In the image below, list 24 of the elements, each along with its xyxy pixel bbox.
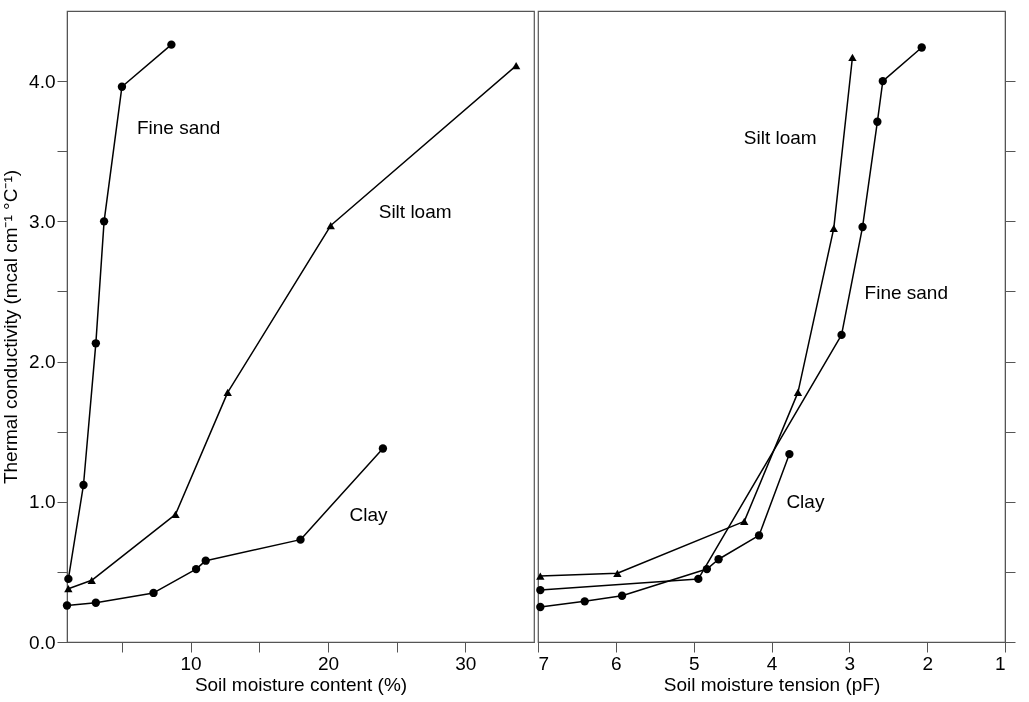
series-label: Fine sand	[136, 116, 221, 138]
x-tick-label: 5	[688, 652, 700, 674]
x-axis-title: Soil moisture tension (pF)	[663, 673, 881, 695]
x-tick-label: 30	[455, 652, 477, 674]
x-axis-title: Soil moisture content (%)	[194, 673, 408, 695]
x-tick-label: 6	[611, 652, 622, 674]
series-label: Silt loam	[743, 127, 817, 149]
x-tick-label: 2	[922, 652, 933, 674]
series-label: Silt loam	[378, 200, 452, 222]
y-tick-label: 3.0	[29, 210, 56, 232]
y-tick-label: 4.0	[29, 70, 56, 92]
series-label: Clay	[349, 503, 389, 525]
x-tick-label: 20	[317, 652, 340, 674]
y-tick-label: 0.0	[29, 631, 56, 653]
y-axis-title: Thermal conductivity (mcal cm⁻¹ °C⁻¹)	[0, 169, 22, 485]
x-tick-label: 3	[844, 652, 856, 674]
y-tick-label: 2.0	[29, 351, 56, 373]
x-tick-label: 4	[766, 652, 778, 674]
x-tick-label: 1	[994, 652, 1006, 674]
x-tick-label: 10	[180, 652, 202, 674]
series-label: Fine sand	[864, 281, 948, 303]
x-tick-label: 7	[538, 652, 550, 674]
y-tick-label: 1.0	[29, 491, 56, 513]
series-label: Clay	[786, 491, 825, 513]
